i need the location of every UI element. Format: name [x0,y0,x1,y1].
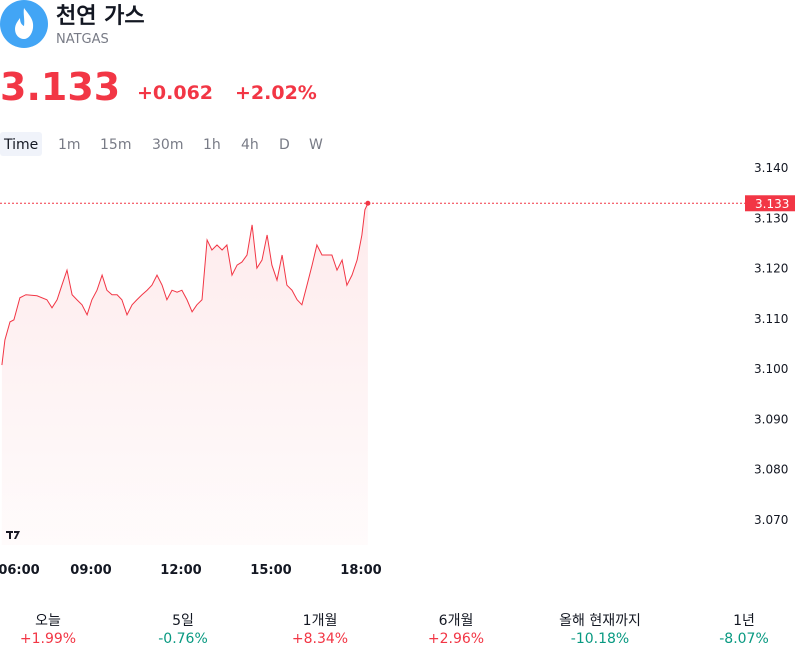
change: +0.062 [137,82,213,104]
y-tick-label: 3.110 [754,312,788,326]
timeframe-tab[interactable]: 1h [203,137,221,153]
period-label[interactable]: 오늘 [35,613,61,629]
x-tick-label: 15:00 [250,563,291,578]
period-change: +1.99% [20,631,76,647]
timeframe-tab[interactable]: 30m [152,137,183,153]
period-label[interactable]: 6개월 [439,613,474,629]
x-tick-label: 18:00 [340,563,381,578]
change-percent: +2.02% [235,82,317,104]
timeframe-tab[interactable]: 4h [241,137,259,153]
tab-active-bg [0,132,42,156]
period-change: +8.34% [292,631,348,647]
timeframe-tab[interactable]: Time [3,137,38,153]
last-price-badge [745,195,795,212]
last-point [365,200,371,206]
x-tick-label: 09:00 [70,563,111,578]
period-change: -10.18% [571,631,629,647]
period-label[interactable]: 1개월 [303,613,338,629]
period-label[interactable]: 5일 [172,613,194,629]
title: 천연 가스 [56,4,145,29]
price: 3.133 [0,65,120,109]
y-tick-label: 3.100 [754,362,788,376]
period-label[interactable]: 올해 현재까지 [559,613,641,629]
y-tick-label: 3.090 [754,412,788,426]
y-tick-label: 3.130 [754,211,788,225]
x-tick-label: 06:00 [0,563,40,578]
timeframe-tab[interactable]: W [309,137,323,153]
period-change: +2.96% [428,631,484,647]
period-change: -0.76% [158,631,208,647]
price-line [1,203,369,366]
x-tick-label: 12:00 [160,563,201,578]
period-label[interactable]: 1년 [733,613,755,629]
timeframe-tab[interactable]: 1m [58,137,81,153]
symbol: NATGAS [56,32,109,47]
y-tick-label: 3.120 [754,262,788,276]
period-change: -8.07% [719,631,769,647]
timeframe-tab[interactable]: 15m [100,137,131,153]
icon [0,0,48,48]
timeframe-tab[interactable]: D [279,137,290,153]
last-price-label: 3.133 [755,197,789,211]
y-tick-label: 3.140 [754,161,788,175]
y-tick-label: 3.080 [754,463,788,477]
area [1,203,368,545]
y-tick-label: 3.070 [754,513,788,527]
